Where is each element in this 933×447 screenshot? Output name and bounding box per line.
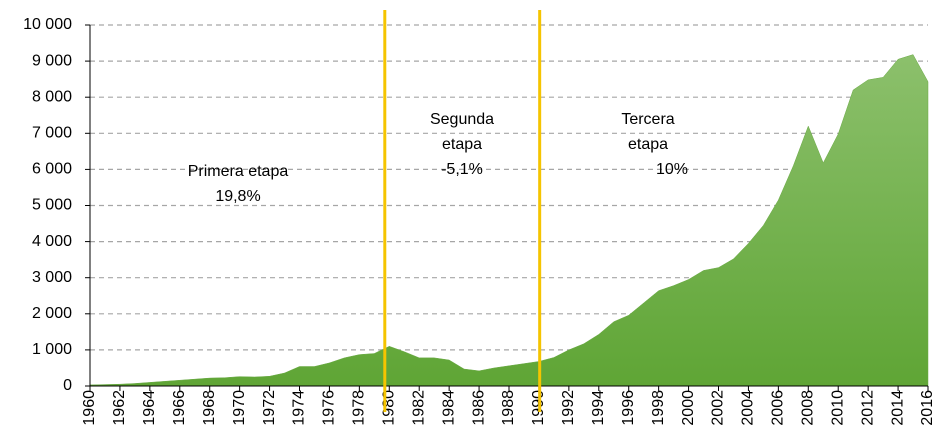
x-tick-label: 2006 (770, 390, 787, 426)
x-tick-label: 1974 (291, 390, 308, 426)
y-tick-label: 7 000 (32, 125, 72, 142)
area (89, 54, 929, 387)
x-tick-label: 1984 (440, 390, 457, 426)
x-tick-label: 1982 (410, 390, 427, 426)
y-tick-label: 9 000 (32, 52, 72, 69)
annotation: etapa (442, 136, 482, 153)
x-tick-label: 1964 (141, 390, 158, 426)
y-tick-label: 0 (63, 377, 72, 394)
y-tick-label: 10 000 (23, 16, 72, 33)
x-tick-label: 1980 (381, 390, 398, 426)
y-tick-label: 3 000 (32, 269, 72, 286)
x-tick-label: 2004 (740, 390, 757, 426)
y-tick-label: 2 000 (32, 305, 72, 322)
x-tick-label: 1992 (560, 390, 577, 426)
y-tick-label: 4 000 (32, 233, 72, 250)
x-tick-label: 2014 (889, 390, 906, 426)
annotation: 10% (656, 161, 688, 178)
y-tick-label: 8 000 (32, 88, 72, 105)
annotation: -5,1% (441, 161, 483, 178)
annotation: Tercera (621, 111, 674, 128)
x-tick-label: 2000 (680, 390, 697, 426)
annotation: etapa (628, 136, 668, 153)
x-tick-label: 1988 (500, 390, 517, 426)
annotation: Primera etapa (188, 163, 289, 180)
x-tick-label: 1978 (351, 390, 368, 426)
annotation: 19,8% (215, 188, 260, 205)
x-tick-label: 2012 (859, 390, 876, 426)
y-tick-label: 1 000 (32, 341, 72, 358)
x-tick-label: 1970 (231, 390, 248, 426)
x-tick-label: 1972 (261, 390, 278, 426)
x-tick-label: 1968 (201, 390, 218, 426)
x-tick-label: 2010 (829, 390, 846, 426)
x-tick-label: 1966 (171, 390, 188, 426)
x-tick-label: 2016 (919, 390, 933, 426)
x-tick-label: 1986 (470, 390, 487, 426)
annotation: Segunda (430, 111, 494, 128)
x-tick-label: 1998 (650, 390, 667, 426)
x-tick-label: 1976 (321, 390, 338, 426)
x-tick-label: 1994 (590, 390, 607, 426)
x-tick-label: 1962 (111, 390, 128, 426)
x-tick-label: 2002 (710, 390, 727, 426)
x-tick-label: 1996 (620, 390, 637, 426)
y-tick-label: 5 000 (32, 197, 72, 214)
y-tick-label: 6 000 (32, 161, 72, 178)
x-tick-label: 1960 (81, 390, 98, 426)
x-tick-label: 2008 (800, 390, 817, 426)
